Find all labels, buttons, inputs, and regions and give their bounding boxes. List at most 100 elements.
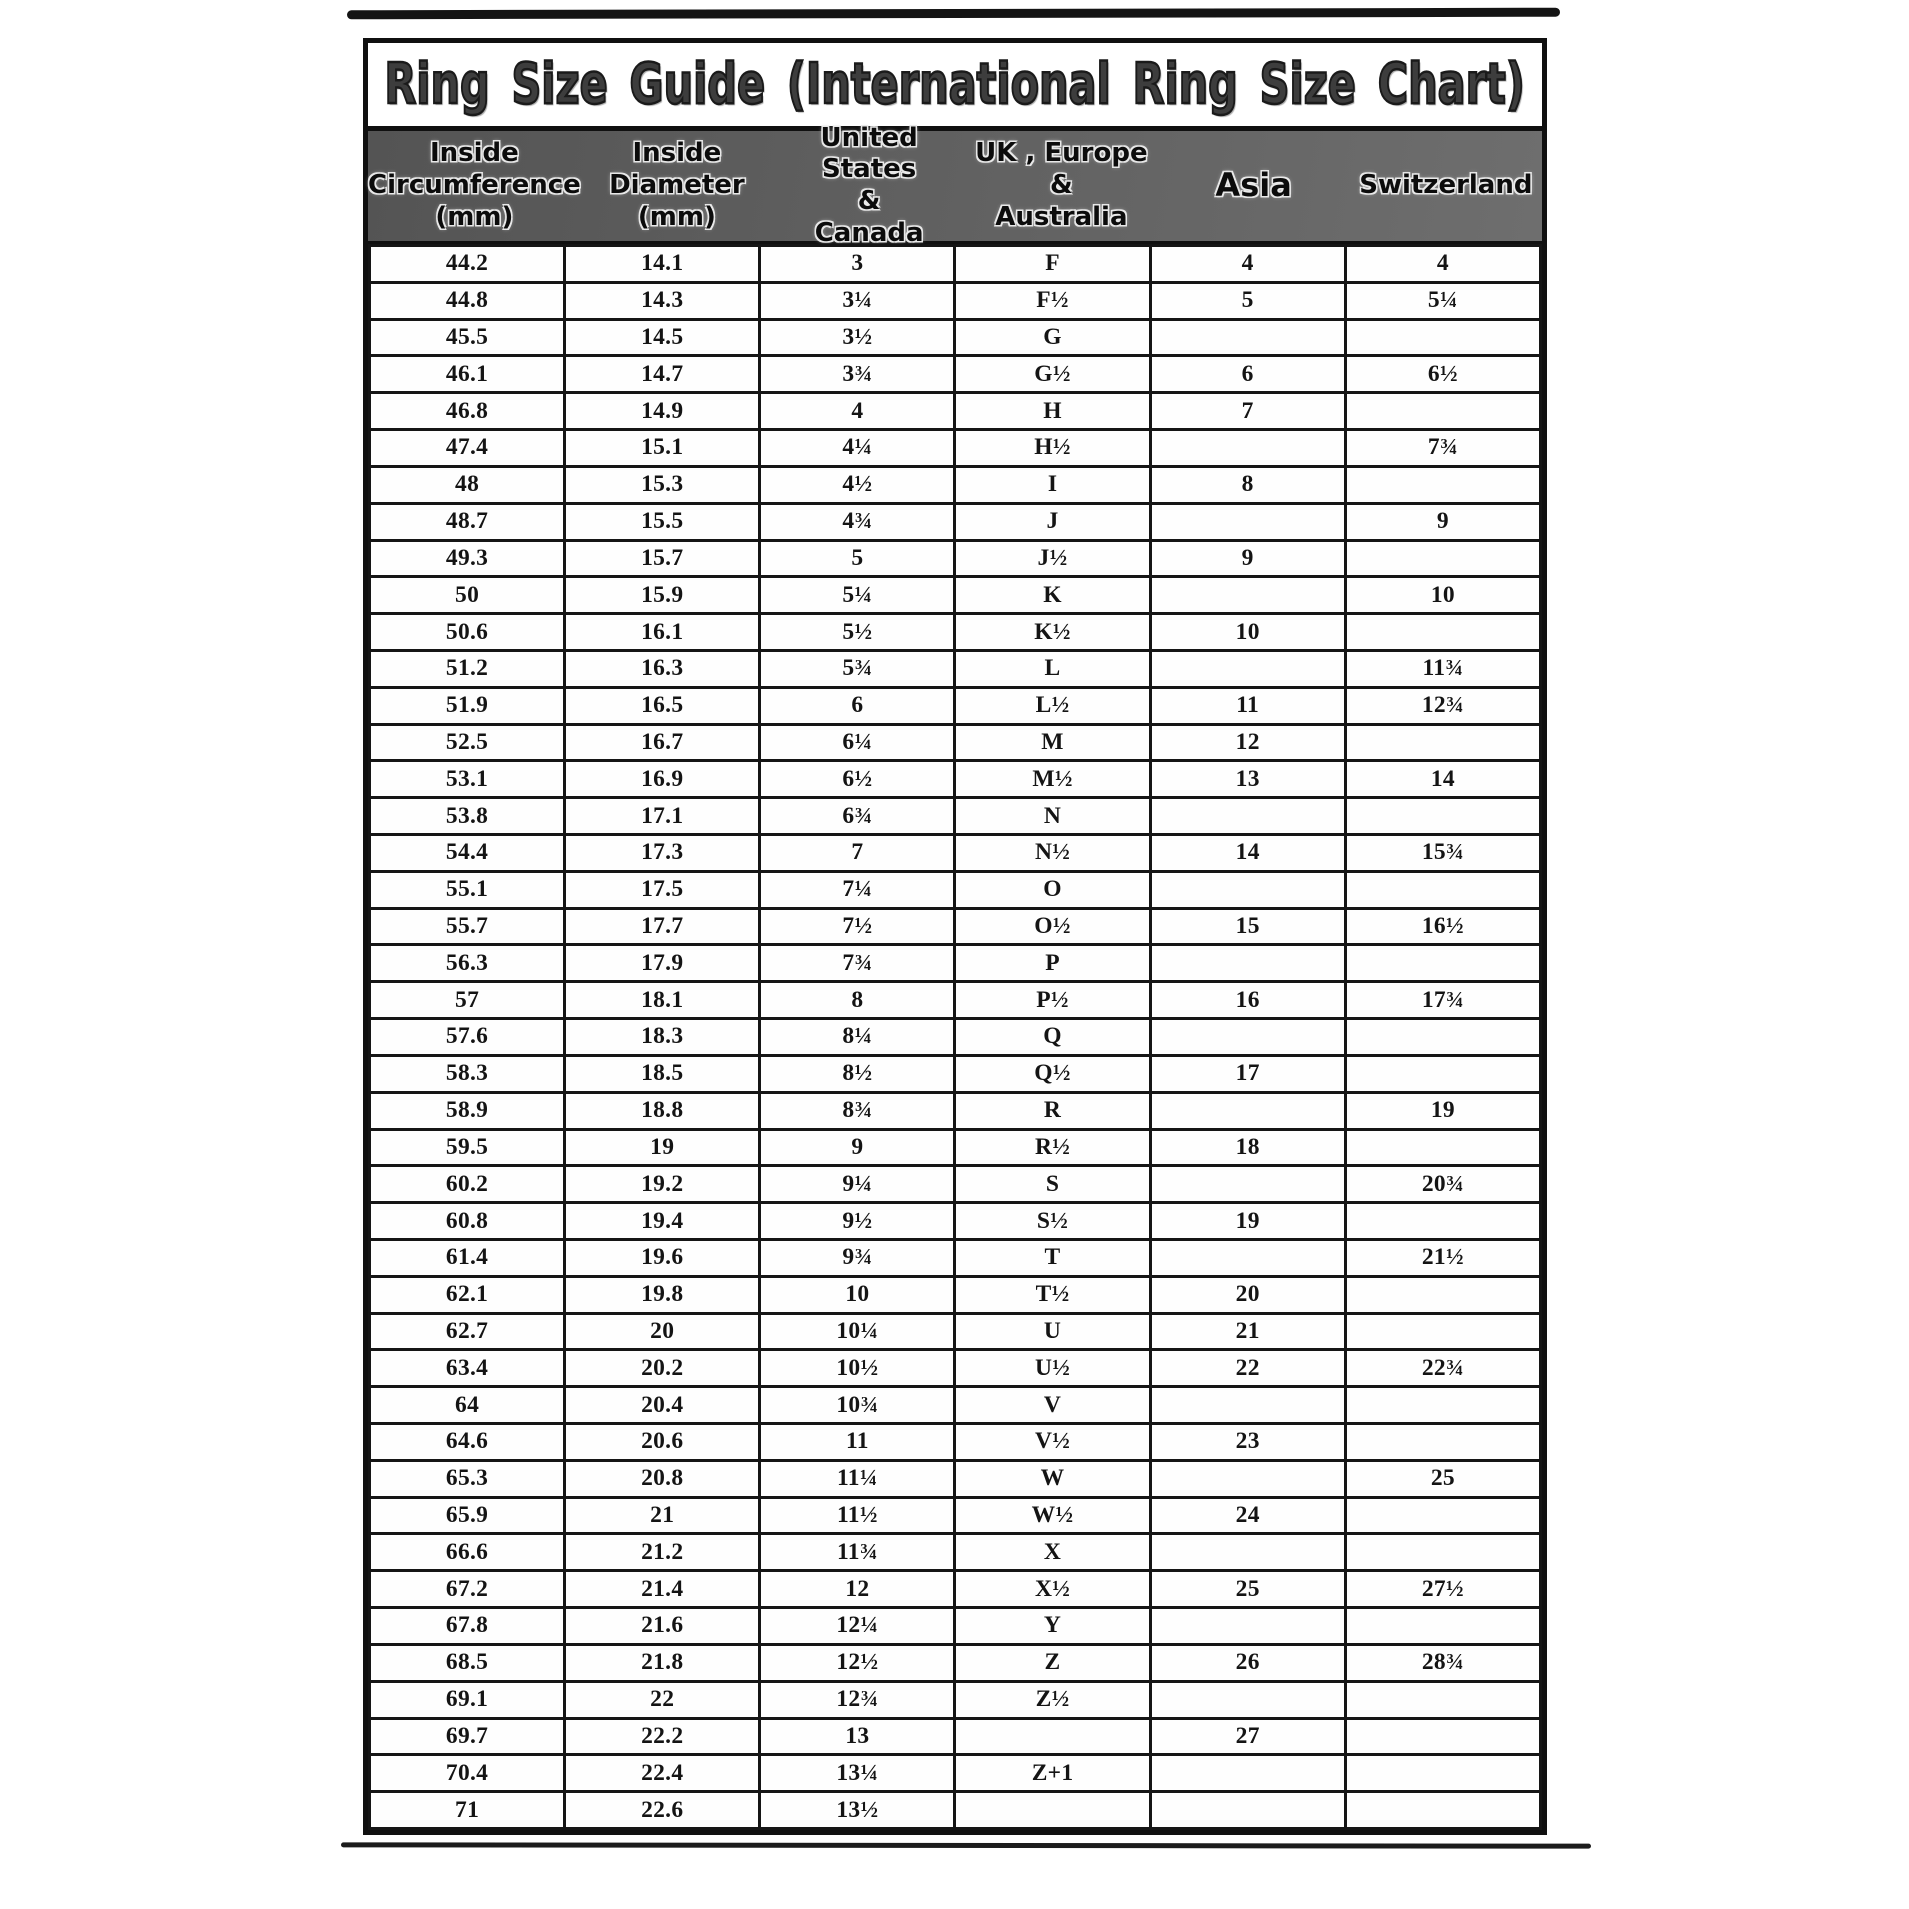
cell-inside-diameter: 17.7 — [563, 906, 762, 947]
cell-us-canada-size: 4 — [758, 391, 957, 432]
table-row: 59.5 19 9 R½ 18 — [367, 1127, 1543, 1168]
cell-switzerland-size: 20¾ — [1343, 1164, 1543, 1205]
cell-uk-europe-australia-size: S — [953, 1164, 1152, 1205]
cell-switzerland-size — [1343, 612, 1543, 652]
column-header-inside-circumference: Inside Circumference (mm) — [368, 138, 581, 232]
cell-uk-europe-australia-size: I — [953, 464, 1152, 505]
cell-inside-diameter: 20.8 — [563, 1458, 762, 1499]
cell-us-canada-size: 10¼ — [758, 1311, 957, 1352]
cell-switzerland-size — [1343, 1053, 1543, 1094]
cell-us-canada-size: 10¾ — [758, 1385, 957, 1425]
cell-inside-diameter: 14.3 — [563, 280, 762, 321]
cell-uk-europe-australia-size: J½ — [953, 538, 1152, 579]
cell-us-canada-size: 7½ — [758, 906, 957, 947]
cell-asia-size — [1148, 1532, 1347, 1573]
cell-uk-europe-australia-size: F½ — [953, 280, 1152, 321]
cell-asia-size — [1148, 1090, 1347, 1131]
cell-inside-diameter: 21 — [563, 1495, 762, 1536]
cell-inside-diameter: 16.1 — [563, 612, 762, 652]
cell-us-canada-size: 8¾ — [758, 1090, 957, 1131]
cell-us-canada-size: 8¼ — [758, 1017, 957, 1057]
cell-inside-diameter: 19.2 — [563, 1164, 762, 1205]
cell-asia-size: 7 — [1148, 391, 1347, 432]
table-row: 57 18.1 8 P½ 16 17¾ — [367, 980, 1543, 1021]
cell-inside-circumference: 48 — [367, 464, 567, 505]
cell-uk-europe-australia-size: P½ — [953, 980, 1152, 1021]
table-row: 48 15.3 4½ I 8 — [367, 464, 1543, 505]
table-row: 50 15.9 5¼ K 10 — [367, 575, 1543, 616]
table-row: 61.4 19.6 9¾ T 21½ — [367, 1237, 1543, 1278]
cell-inside-circumference: 60.8 — [367, 1201, 567, 1241]
cell-asia-size: 12 — [1148, 722, 1347, 763]
cell-inside-diameter: 16.9 — [563, 759, 762, 800]
cell-inside-circumference: 62.1 — [367, 1274, 567, 1315]
cell-inside-circumference: 63.4 — [367, 1348, 567, 1389]
cell-inside-circumference: 64 — [367, 1385, 567, 1425]
cell-switzerland-size: 9 — [1343, 501, 1543, 542]
cell-inside-diameter: 15.1 — [563, 428, 762, 468]
cell-inside-diameter: 20.4 — [563, 1385, 762, 1425]
cell-us-canada-size: 11 — [758, 1422, 957, 1462]
table-row: 68.5 21.8 12½ Z 26 28¾ — [367, 1642, 1543, 1683]
table-row: 71 22.6 13½ — [367, 1790, 1543, 1830]
cell-us-canada-size: 12½ — [758, 1642, 957, 1683]
cell-inside-diameter: 22.4 — [563, 1753, 762, 1794]
table-row: 51.9 16.5 6 L½ 11 12¾ — [367, 685, 1543, 726]
cell-switzerland-size: 7¾ — [1343, 428, 1543, 468]
cell-inside-diameter: 21.4 — [563, 1569, 762, 1610]
cell-us-canada-size: 7¼ — [758, 869, 957, 910]
cell-asia-size — [1148, 428, 1347, 468]
cell-inside-diameter: 18.5 — [563, 1053, 762, 1094]
table-row: 67.2 21.4 12 X½ 25 27½ — [367, 1569, 1543, 1610]
cell-switzerland-size: 11¾ — [1343, 648, 1543, 689]
cell-switzerland-size: 6½ — [1343, 354, 1543, 395]
cell-uk-europe-australia-size: X½ — [953, 1569, 1152, 1610]
cell-switzerland-size — [1343, 1201, 1543, 1241]
cell-uk-europe-australia-size: U — [953, 1311, 1152, 1352]
cell-inside-diameter: 14.7 — [563, 354, 762, 395]
cell-us-canada-size: 6¼ — [758, 722, 957, 763]
cell-switzerland-size — [1343, 869, 1543, 910]
cell-inside-circumference: 51.2 — [367, 648, 567, 689]
cell-inside-circumference: 45.5 — [367, 317, 567, 358]
table-row: 44.8 14.3 3¼ F½ 5 5¼ — [367, 280, 1543, 321]
cell-asia-size: 25 — [1148, 1569, 1347, 1610]
cell-switzerland-size — [1343, 1716, 1543, 1757]
cell-us-canada-size: 4¾ — [758, 501, 957, 542]
cell-uk-europe-australia-size: V — [953, 1385, 1152, 1425]
cell-asia-size — [1148, 943, 1347, 984]
cell-inside-diameter: 21.2 — [563, 1532, 762, 1573]
cell-inside-diameter: 15.9 — [563, 575, 762, 616]
cell-switzerland-size: 4 — [1343, 244, 1543, 284]
table-row: 65.3 20.8 11¼ W 25 — [367, 1458, 1543, 1499]
cell-us-canada-size: 9 — [758, 1127, 957, 1168]
cell-asia-size: 14 — [1148, 833, 1347, 873]
cell-uk-europe-australia-size: R½ — [953, 1127, 1152, 1168]
cell-inside-diameter: 22.2 — [563, 1716, 762, 1757]
cell-asia-size: 23 — [1148, 1422, 1347, 1462]
cell-asia-size — [1148, 575, 1347, 616]
table-row: 69.1 22 12¾ Z½ — [367, 1679, 1543, 1720]
cell-us-canada-size: 11¼ — [758, 1458, 957, 1499]
cell-switzerland-size — [1343, 722, 1543, 763]
cell-switzerland-size — [1343, 1422, 1543, 1462]
cell-switzerland-size: 21½ — [1343, 1237, 1543, 1278]
cell-inside-diameter: 18.8 — [563, 1090, 762, 1131]
table-row: 70.4 22.4 13¼ Z+1 — [367, 1753, 1543, 1794]
cell-inside-circumference: 62.7 — [367, 1311, 567, 1352]
table-row: 48.7 15.5 4¾ J 9 — [367, 501, 1543, 542]
cell-inside-circumference: 47.4 — [367, 428, 567, 468]
cell-uk-europe-australia-size — [953, 1790, 1152, 1830]
cell-us-canada-size: 10½ — [758, 1348, 957, 1389]
cell-uk-europe-australia-size: G½ — [953, 354, 1152, 395]
cell-uk-europe-australia-size: T½ — [953, 1274, 1152, 1315]
cell-asia-size: 8 — [1148, 464, 1347, 505]
cell-inside-diameter: 17.9 — [563, 943, 762, 984]
cell-us-canada-size: 13¼ — [758, 1753, 957, 1794]
cell-switzerland-size — [1343, 1532, 1543, 1573]
cell-uk-europe-australia-size: R — [953, 1090, 1152, 1131]
table-row: 64.6 20.6 11 V½ 23 — [367, 1422, 1543, 1462]
cell-switzerland-size — [1343, 1385, 1543, 1425]
cell-uk-europe-australia-size: W — [953, 1458, 1152, 1499]
column-header-uk-europe-australia: UK , Europe & Australia — [975, 138, 1148, 232]
